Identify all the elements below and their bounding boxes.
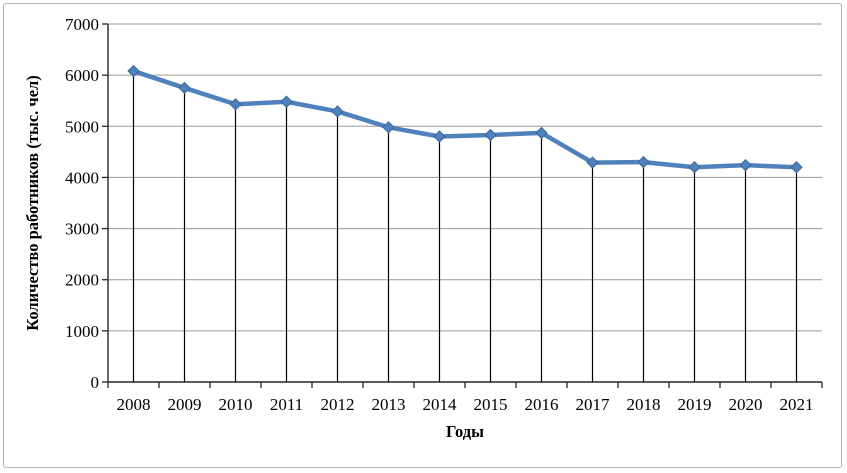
y-tick-label: 2000 (65, 271, 99, 290)
x-tick-label: 2015 (474, 395, 508, 414)
series-markers (127, 64, 803, 174)
y-tick-label: 6000 (65, 66, 99, 85)
x-tick-label: 2008 (117, 395, 151, 414)
data-point-marker (637, 155, 650, 169)
x-tick-label: 2010 (219, 395, 253, 414)
series-line (131, 68, 799, 170)
y-tick-label: 7000 (65, 15, 99, 34)
data-point-marker (586, 156, 599, 169)
x-tick-labels: 2008 2009 2010 2011 2012 2013 2014 2015 2016 2017… (117, 395, 814, 414)
x-tick-label: 2020 (729, 395, 763, 414)
gridlines (108, 23, 822, 332)
data-point-marker (178, 81, 191, 95)
y-tick-label: 3000 (65, 220, 99, 239)
series-polyline (131, 68, 799, 170)
x-tick-label: 2018 (627, 395, 661, 414)
data-point-marker (688, 160, 701, 174)
data-point-marker (484, 128, 497, 142)
axes (102, 23, 823, 388)
y-tick-label: 0 (91, 373, 100, 392)
data-point-marker (280, 95, 293, 108)
data-point-marker (382, 121, 395, 134)
x-tick-label: 2021 (780, 395, 814, 414)
x-tick-label: 2017 (576, 395, 611, 414)
y-tick-label: 1000 (65, 322, 99, 341)
x-tick-label: 2012 (321, 395, 355, 414)
data-point-marker (229, 98, 242, 111)
x-tick-label: 2014 (423, 395, 458, 414)
x-tick-label: 2009 (168, 395, 202, 414)
x-tick-label: 2013 (372, 395, 406, 414)
data-point-marker (739, 158, 752, 172)
x-tick-label: 2011 (270, 395, 303, 414)
data-point-marker (331, 105, 344, 118)
y-tick-label: 5000 (65, 117, 99, 136)
data-point-marker (790, 160, 803, 174)
drop-lines (132, 71, 798, 382)
data-point-marker (433, 130, 446, 143)
chart-frame (3, 3, 842, 468)
x-tick-label: 2016 (525, 395, 559, 414)
y-tick-label: 4000 (65, 168, 99, 187)
data-point-marker (535, 126, 548, 140)
y-axis-title: Количество работников (тыс. чел) (23, 75, 42, 331)
x-axis-title: Годы (446, 422, 484, 441)
y-tick-labels: 0 1000 2000 3000 4000 5000 6000 7000 (65, 15, 99, 392)
data-point-marker (127, 64, 140, 78)
x-tick-label: 2019 (678, 395, 712, 414)
